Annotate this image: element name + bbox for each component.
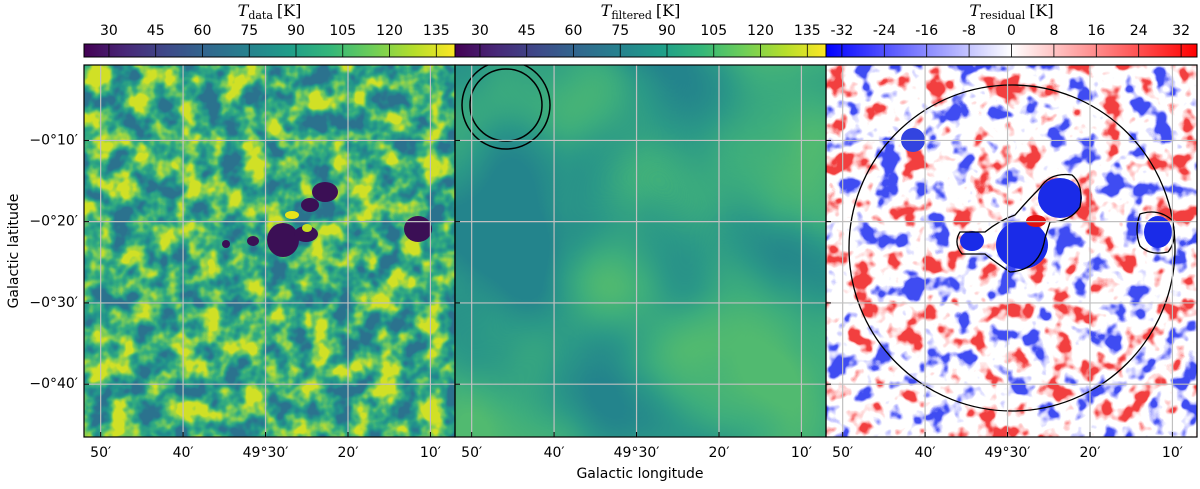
subscript: filtered — [611, 9, 652, 22]
colorbar-tick-label: 135 — [423, 23, 450, 39]
colorbar-tick-label: 24 — [1130, 23, 1148, 39]
x-tick-label: 10′ — [791, 445, 812, 461]
colorbar — [83, 43, 456, 58]
axes-overlay: 50′ 40′ 49°30′ 20′ 10′ −0°10′ −0°20′ −0°30′ −0°4… — [29, 1, 1198, 461]
x-tick-label: 20′ — [709, 445, 730, 461]
colorbar-tick-label: 60 — [565, 23, 583, 39]
colorbar-tick-label: 60 — [194, 23, 212, 39]
unit: [K] — [1029, 1, 1053, 20]
heatmap-data — [84, 65, 455, 437]
x-tick-label: 40′ — [173, 445, 194, 461]
x-tick-label: 50′ — [90, 445, 111, 461]
blob — [996, 221, 1048, 269]
x-tick-label: 40′ — [544, 445, 565, 461]
blob — [404, 216, 432, 242]
colorbar — [454, 43, 827, 58]
x-tick-label: 20′ — [1080, 445, 1101, 461]
y-axis-label: Galactic latitude — [6, 194, 22, 309]
unit: [K] — [277, 1, 301, 20]
blob — [247, 236, 259, 246]
colorbar-title: Tfiltered [K] — [601, 1, 681, 23]
x-axis-label: Galactic longitude — [576, 466, 703, 482]
x-tick-label: 40′ — [915, 445, 936, 461]
colorbar-tick-label: 75 — [240, 23, 258, 39]
data-features — [222, 182, 432, 257]
colorbar-tick-label: 135 — [794, 23, 821, 39]
x-tick-label: 49°30′ — [243, 445, 289, 461]
y-tick-label: −0°10′ — [29, 132, 78, 148]
contour — [1136, 211, 1175, 254]
y-tick-label: −0°40′ — [29, 376, 78, 392]
heatmap-filtered — [455, 65, 826, 437]
blob — [960, 231, 984, 251]
colorbar-tick-label: 8 — [1049, 23, 1058, 39]
colorbar-tick-label: 45 — [518, 23, 536, 39]
x-tick-label: 49°30′ — [985, 445, 1031, 461]
blob — [285, 211, 299, 219]
contour — [956, 173, 1082, 273]
blob — [1026, 215, 1046, 227]
y-tick-label: −0°20′ — [29, 214, 78, 230]
colorbar-tick-label: -32 — [830, 23, 853, 39]
blob — [222, 240, 230, 248]
symbol: T — [969, 1, 981, 20]
colorbar-tick-label: 90 — [658, 23, 676, 39]
colorbar-tick-label: 75 — [611, 23, 629, 39]
beam — [461, 65, 551, 150]
colorbar-tick-label: 32 — [1172, 23, 1190, 39]
colorbar-tick-label: -16 — [915, 23, 938, 39]
blob — [301, 198, 319, 212]
x-tick-label: 50′ — [461, 445, 482, 461]
symbol: T — [601, 1, 613, 20]
blob — [302, 224, 312, 232]
blob — [1144, 216, 1172, 248]
colorbar-tick-label: 30 — [471, 23, 489, 39]
region-circle — [848, 84, 1176, 412]
blob — [312, 182, 338, 202]
residual-features — [848, 84, 1176, 412]
colorbar-tick-label: 120 — [747, 23, 774, 39]
colorbar-title: Tresidual [K] — [969, 1, 1053, 23]
blob — [1038, 178, 1082, 218]
blob — [294, 226, 318, 242]
colorbar-tick-label: 105 — [329, 23, 356, 39]
colorbar-tick-label: 0 — [1007, 23, 1016, 39]
x-tick-label: 10′ — [1162, 445, 1183, 461]
colorbar-tick-label: 16 — [1087, 23, 1105, 39]
symbol: T — [238, 1, 250, 20]
colorbar-tick-label: 120 — [376, 23, 403, 39]
colorbar-tick-label: 90 — [287, 23, 305, 39]
x-tick-label: 50′ — [832, 445, 853, 461]
colorbar-title: Tdata [K] — [238, 1, 302, 23]
colorbar-tick-label: -24 — [873, 23, 896, 39]
subscript: data — [248, 9, 273, 22]
x-tick-label: 10′ — [420, 445, 441, 461]
y-tick-label: −0°30′ — [29, 295, 78, 311]
colorbar-tick-label: -8 — [962, 23, 976, 39]
blob — [267, 223, 299, 257]
unit: [K] — [656, 1, 680, 20]
panel-frame — [825, 64, 1198, 438]
colorbar-tick-label: 45 — [147, 23, 165, 39]
colorbar-tick-label: 105 — [700, 23, 727, 39]
subscript: residual — [980, 9, 1026, 22]
x-tick-label: 20′ — [338, 445, 359, 461]
x-tick-label: 49°30′ — [614, 445, 660, 461]
colorbar-tick-label: 30 — [100, 23, 118, 39]
